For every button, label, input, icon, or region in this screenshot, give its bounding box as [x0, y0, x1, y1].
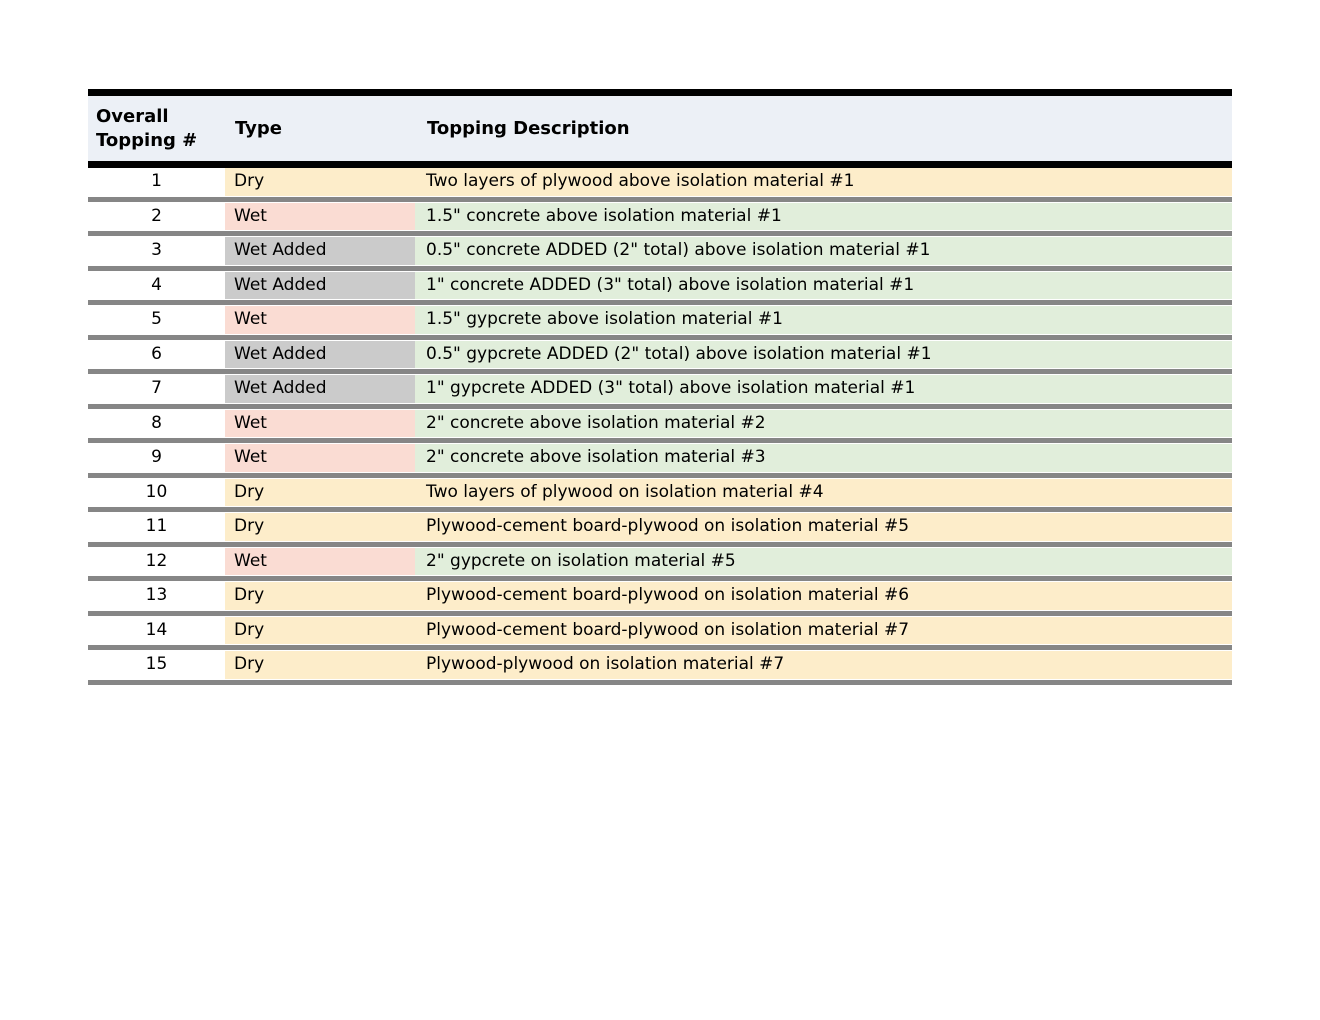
row-separator — [88, 471, 1232, 479]
header-topping-number-line2: Topping # — [96, 129, 198, 151]
cell-type: Wet — [225, 444, 415, 472]
cell-topping-number: 15 — [145, 654, 168, 674]
cell-description: 2" gypcrete on isolation material #5 — [415, 547, 1232, 575]
table-row: 5 Wet 1.5" gypcrete above isolation mate… — [88, 306, 1232, 334]
row-separator — [88, 402, 1232, 410]
cell-description: Two layers of plywood on isolation mater… — [415, 478, 1232, 506]
table-row: 1 Dry Two layers of plywood above isolat… — [88, 168, 1232, 196]
cell-description: 1" gypcrete ADDED (3" total) above isola… — [415, 375, 1232, 403]
cell-type: Wet Added — [225, 237, 415, 265]
row-separator — [88, 506, 1232, 513]
header-cell-type: Type — [225, 96, 415, 161]
header-row: Overall Topping # Type Topping Descripti… — [88, 96, 1232, 161]
cell-type: Wet Added — [225, 340, 415, 368]
table-row: 8 Wet 2" concrete above isolation materi… — [88, 409, 1232, 437]
cell-topping-number: 9 — [151, 447, 162, 467]
table-row: 11 Dry Plywood-cement board-plywood on i… — [88, 513, 1232, 541]
cell-type: Wet — [225, 306, 415, 334]
cell-description: 1.5" concrete above isolation material #… — [415, 202, 1232, 230]
cell-type: Dry — [225, 616, 415, 644]
table-row: 12 Wet 2" gypcrete on isolation material… — [88, 547, 1232, 575]
cell-type: Dry — [225, 582, 415, 610]
header-cell-topping-number: Overall Topping # — [88, 96, 225, 161]
cell-topping-number: 6 — [151, 343, 162, 364]
table-row: 2 Wet 1.5" concrete above isolation mate… — [88, 202, 1232, 230]
row-separator — [88, 644, 1232, 651]
cell-description: Plywood-cement board-plywood on isolatio… — [415, 616, 1232, 644]
table-row: 3 Wet Added 0.5" concrete ADDED (2" tota… — [88, 237, 1232, 265]
cell-description: 2" concrete above isolation material #3 — [415, 444, 1232, 472]
table-row: 4 Wet Added 1" concrete ADDED (3" total)… — [88, 271, 1232, 299]
table-row: 6 Wet Added 0.5" gypcrete ADDED (2" tota… — [88, 340, 1232, 368]
cell-type: Wet Added — [225, 271, 415, 299]
cell-topping-number: 5 — [151, 309, 162, 329]
row-separator — [88, 195, 1232, 203]
cell-description: Two layers of plywood above isolation ma… — [415, 168, 1232, 196]
row-separator — [88, 264, 1232, 272]
table-row: 14 Dry Plywood-cement board-plywood on i… — [88, 616, 1232, 644]
table-body: 1 Dry Two layers of plywood above isolat… — [88, 168, 1232, 686]
header-topping-number-line1: Overall — [96, 105, 169, 127]
cell-description: 2" concrete above isolation material #2 — [415, 409, 1232, 437]
cell-type: Dry — [225, 513, 415, 541]
cell-type: Wet — [225, 409, 415, 437]
cell-type: Dry — [225, 651, 415, 679]
cell-topping-number: 13 — [145, 585, 168, 605]
cell-description: Plywood-plywood on isolation material #7 — [415, 651, 1232, 679]
header-top-border — [88, 89, 1232, 96]
cell-topping-number: 10 — [145, 481, 168, 502]
cell-topping-number: 14 — [145, 619, 168, 640]
cell-description: Plywood-cement board-plywood on isolatio… — [415, 513, 1232, 541]
cell-topping-number: 1 — [151, 171, 162, 191]
cell-type: Wet Added — [225, 375, 415, 403]
cell-topping-number: 2 — [151, 205, 162, 226]
cell-topping-number: 3 — [151, 240, 162, 260]
cell-topping-number: 7 — [151, 378, 162, 398]
cell-topping-number: 8 — [151, 412, 162, 433]
cell-topping-number: 12 — [145, 550, 168, 571]
header-bottom-border — [88, 161, 1232, 168]
cell-type: Dry — [225, 478, 415, 506]
row-separator — [88, 230, 1232, 237]
table-row: 7 Wet Added 1" gypcrete ADDED (3" total)… — [88, 375, 1232, 403]
header-cell-description: Topping Description — [415, 96, 1232, 161]
header-type-label: Type — [235, 117, 282, 139]
cell-description: Plywood-cement board-plywood on isolatio… — [415, 582, 1232, 610]
cell-type: Wet — [225, 547, 415, 575]
row-separator — [88, 609, 1232, 617]
row-separator — [88, 540, 1232, 548]
toppings-table: Overall Topping # Type Topping Descripti… — [88, 89, 1232, 686]
table-row: 9 Wet 2" concrete above isolation materi… — [88, 444, 1232, 472]
table-row: 13 Dry Plywood-cement board-plywood on i… — [88, 582, 1232, 610]
cell-description: 1" concrete ADDED (3" total) above isola… — [415, 271, 1232, 299]
header-description-label: Topping Description — [427, 117, 630, 139]
cell-description: 1.5" gypcrete above isolation material #… — [415, 306, 1232, 334]
row-separator — [88, 299, 1232, 306]
cell-description: 0.5" gypcrete ADDED (2" total) above iso… — [415, 340, 1232, 368]
table-row: 15 Dry Plywood-plywood on isolation mate… — [88, 651, 1232, 679]
cell-type: Dry — [225, 168, 415, 196]
cell-topping-number: 11 — [145, 516, 168, 536]
row-separator — [88, 678, 1232, 686]
row-separator — [88, 437, 1232, 444]
cell-type: Wet — [225, 202, 415, 230]
table-row: 10 Dry Two layers of plywood on isolatio… — [88, 478, 1232, 506]
row-separator — [88, 575, 1232, 582]
cell-description: 0.5" concrete ADDED (2" total) above iso… — [415, 237, 1232, 265]
row-separator — [88, 333, 1232, 341]
row-separator — [88, 368, 1232, 375]
cell-topping-number: 4 — [151, 274, 162, 295]
